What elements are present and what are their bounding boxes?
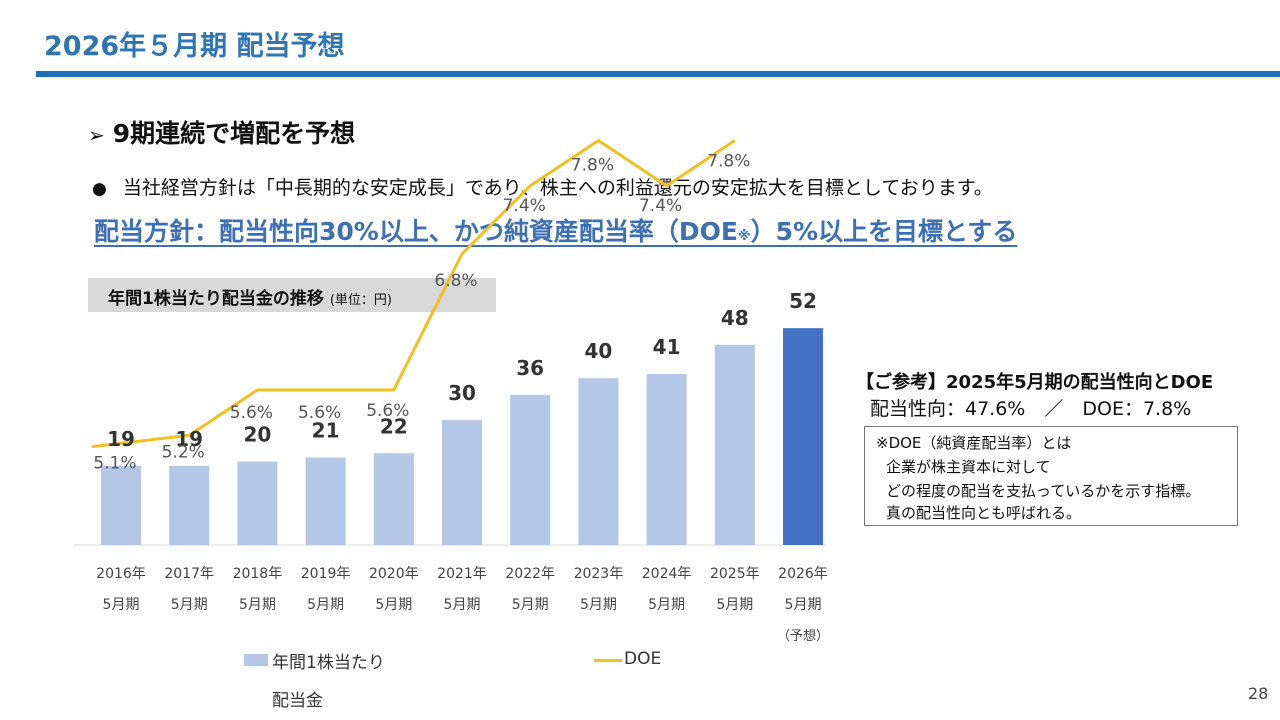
x-tick-label: 5月期 — [103, 597, 140, 613]
bar-value-label: 30 — [448, 381, 476, 405]
legend-bar-label-2: 配当金 — [272, 691, 323, 711]
labels-layer: 19 2016年 5月期 19 2017年 5月期 20 2018年 5月期 21 2019年 5月期… — [93, 151, 829, 644]
x-tick-label: 5月期 — [785, 597, 822, 613]
page-number: 28 — [1248, 684, 1269, 703]
bar-dividend — [578, 378, 619, 545]
doe-value-label: 6.8% — [434, 271, 477, 291]
doe-value-label: 7.8% — [571, 155, 614, 175]
doe-note-box — [864, 426, 1238, 526]
policy-text-end: ）5%以上を目標とする — [750, 217, 1018, 246]
bar-value-label: 19 — [175, 427, 203, 451]
bullet-dot-icon: ● — [92, 179, 107, 199]
bar-dividend — [646, 374, 687, 545]
bar-value-label: 48 — [721, 306, 749, 330]
doe-line-layer — [91, 138, 736, 449]
x-tick-label: 2020年 — [369, 566, 419, 582]
doe-note-line: 真の配当性向とも呼ばれる。 — [886, 504, 1082, 522]
bullet-text: 当社経営方針は「中長期的な安定成長」であり、株主への利益還元の安定拡大を目標とし… — [122, 177, 993, 199]
bar-dividend — [714, 344, 755, 545]
x-tick-label: 2017年 — [164, 566, 214, 582]
doe-note-line: どの程度の配当を支払っているかを示す指標。 — [886, 482, 1201, 500]
bar-dividend — [237, 461, 278, 545]
policy-bullet: ● 当社経営方針は「中長期的な安定成長」であり、株主への利益還元の安定拡大を目標と… — [92, 173, 993, 200]
x-tick-label: 5月期 — [512, 597, 549, 613]
bar-dividend — [305, 457, 346, 545]
doe-note-line: 企業が株主資本に対して — [886, 458, 1051, 476]
x-tick-label: 5月期 — [171, 597, 208, 613]
doe-line — [91, 138, 736, 449]
x-tick-label: 2026年 — [778, 566, 828, 582]
doe-value-label: 5.6% — [298, 403, 341, 423]
bar-value-label: 36 — [516, 356, 544, 380]
bar-dividend — [510, 394, 551, 545]
x-tick-label: 5月期 — [580, 597, 617, 613]
bar-value-label: 40 — [584, 339, 612, 363]
x-tick-label: 2016年 — [96, 566, 146, 582]
bar-dividend — [783, 328, 823, 545]
reference-values: 配当性向：47.6% ／ DOE：7.8% — [870, 398, 1192, 420]
legend-line-swatch — [594, 659, 622, 662]
chart-title: 年間1株当たり配当金の推移 (単位：円) — [108, 284, 392, 309]
x-tick-label: 2022年 — [505, 566, 555, 582]
title-underline — [36, 71, 1280, 77]
doe-value-label: 5.6% — [366, 401, 409, 421]
bar-value-label: 19 — [107, 427, 135, 451]
doe-value-label: 7.4% — [639, 196, 682, 216]
chart-title-box — [88, 278, 496, 312]
x-tick-label: 2021年 — [437, 566, 487, 582]
x-tick-label: （予想） — [777, 628, 829, 644]
x-tick-label: 5月期 — [375, 597, 412, 613]
bar-dividend — [101, 465, 141, 545]
bar-value-label: 22 — [380, 414, 408, 438]
x-tick-label: 2019年 — [301, 566, 351, 582]
arrow-bullet-icon: ➢ — [88, 123, 105, 147]
bar-value-label: 21 — [312, 418, 340, 442]
bar-dividend — [169, 465, 210, 545]
legend-line-label: DOE — [624, 649, 662, 669]
doe-value-label: 7.8% — [707, 151, 750, 171]
bar-value-label: 52 — [789, 289, 817, 313]
doe-note-line: ※DOE（純資産配当率）とは — [876, 434, 1072, 452]
x-tick-label: 5月期 — [239, 597, 276, 613]
doe-value-label: 5.1% — [93, 454, 136, 474]
x-tick-label: 2025年 — [710, 566, 760, 582]
x-tick-label: 5月期 — [648, 597, 685, 613]
bar-value-label: 41 — [653, 335, 681, 359]
x-tick-label: 2024年 — [642, 566, 692, 582]
doe-value-label: 7.4% — [503, 196, 546, 216]
bar-dividend — [442, 419, 482, 545]
x-tick-label: 5月期 — [716, 597, 753, 613]
x-tick-label: 2018年 — [233, 566, 283, 582]
section-heading: ➢ 9期連続で増配を予想 — [88, 114, 355, 150]
legend-bar-label: 年間1株当たり — [272, 653, 385, 673]
bar-value-label: 20 — [243, 423, 271, 447]
legend-bar-swatch — [244, 654, 268, 666]
x-tick-label: 2023年 — [574, 566, 624, 582]
doe-value-label: 5.6% — [230, 403, 273, 423]
slide-title: 2026年５月期 配当予想 — [44, 31, 345, 62]
policy-text-main: 配当方針：配当性向30%以上、かつ純資産配当率（DOE — [94, 217, 738, 246]
reference-title: 【ご参考】2025年5月期の配当性向とDOE — [856, 372, 1214, 393]
bars-layer — [74, 328, 826, 546]
chart-unit: (単位：円) — [329, 293, 392, 308]
doe-value-label: 5.2% — [162, 442, 205, 462]
dividend-policy: 配当方針：配当性向30%以上、かつ純資産配当率（DOE※）5%以上を目標とする — [94, 212, 1017, 248]
x-tick-label: 5月期 — [307, 597, 344, 613]
x-tick-label: 5月期 — [444, 597, 481, 613]
heading-text: 9期連続で増配を予想 — [112, 119, 356, 148]
chart-title-text: 年間1株当たり配当金の推移 — [108, 289, 324, 309]
policy-note-mark: ※ — [737, 229, 751, 244]
bar-dividend — [373, 453, 414, 545]
